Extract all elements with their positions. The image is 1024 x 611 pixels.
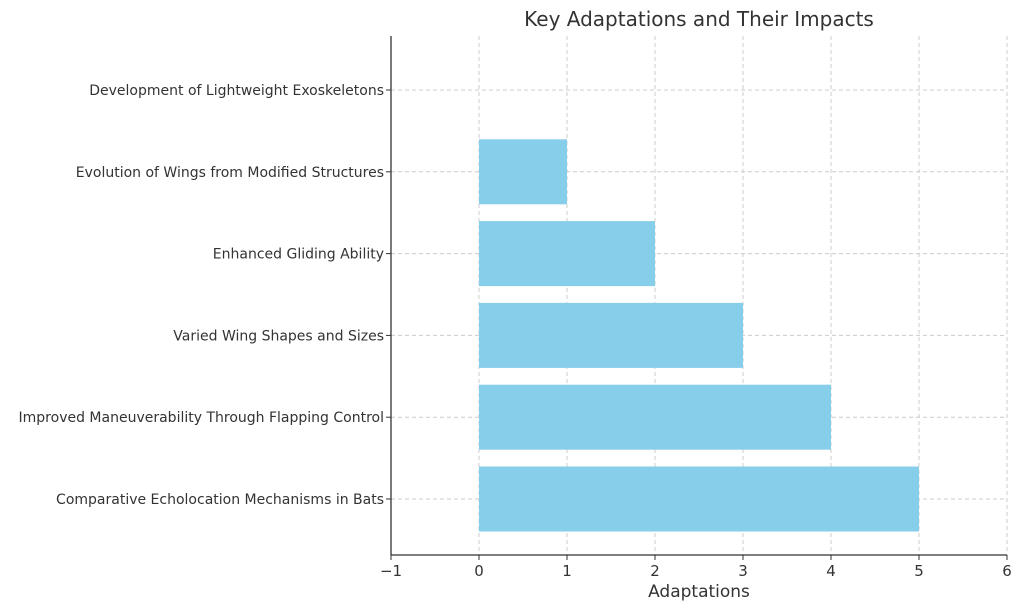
y-ticks: Comparative Echolocation Mechanisms in B… bbox=[19, 83, 391, 508]
bar-3 bbox=[479, 221, 655, 287]
y-tick-label-1: Improved Maneuverability Through Flappin… bbox=[19, 410, 384, 426]
bars bbox=[479, 139, 919, 532]
axes bbox=[390, 36, 1007, 556]
x-tick-label-1: 0 bbox=[474, 562, 484, 580]
x-tick-label-0: −1 bbox=[380, 562, 402, 580]
y-tick-label-3: Enhanced Gliding Ability bbox=[213, 247, 384, 263]
x-tick-label-6: 5 bbox=[914, 562, 924, 580]
y-tick-label-5: Development of Lightweight Exoskeletons bbox=[89, 83, 384, 99]
x-tick-label-5: 4 bbox=[826, 562, 836, 580]
x-tick-label-3: 2 bbox=[650, 562, 660, 580]
y-tick-label-2: Varied Wing Shapes and Sizes bbox=[173, 328, 384, 344]
bar-1 bbox=[479, 384, 831, 450]
x-ticks: −1 0 1 2 3 4 5 6 bbox=[380, 555, 1012, 580]
x-tick-label-7: 6 bbox=[1002, 562, 1012, 580]
y-tick-label-0: Comparative Echolocation Mechanisms in B… bbox=[56, 492, 384, 508]
x-tick-label-2: 1 bbox=[562, 562, 572, 580]
x-axis-label: Adaptations bbox=[648, 582, 750, 602]
x-tick-label-4: 3 bbox=[738, 562, 748, 580]
bar-0 bbox=[479, 466, 919, 532]
chart-title: Key Adaptations and Their Impacts bbox=[524, 7, 874, 31]
bar-4 bbox=[479, 139, 567, 205]
y-tick-label-4: Evolution of Wings from Modified Structu… bbox=[76, 165, 384, 181]
bar-2 bbox=[479, 302, 743, 368]
